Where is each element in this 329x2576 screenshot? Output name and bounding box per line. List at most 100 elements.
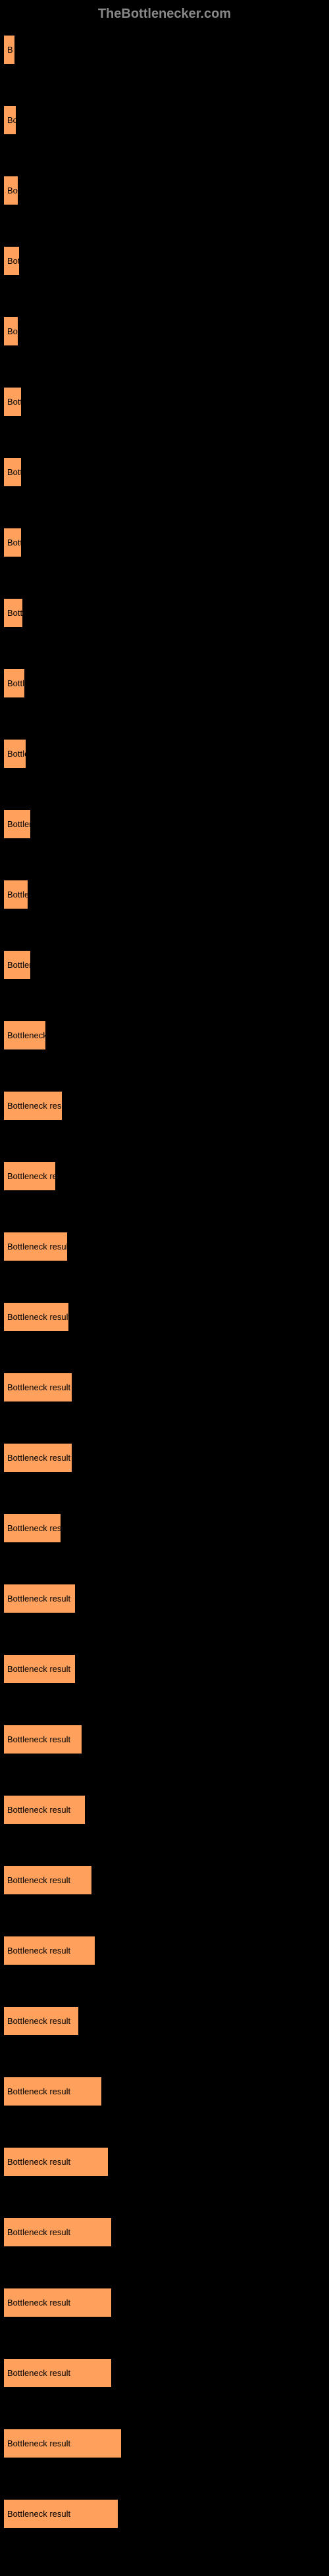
bar-label: Bottleneck result [7, 1382, 70, 1392]
bar-label: Bottleneck result [7, 2227, 70, 2237]
bar-label: Bott [7, 538, 21, 547]
bar-row: Bott [3, 528, 326, 557]
bar-label: Bottler [7, 819, 30, 829]
bar-label: Bottleneck result [7, 1312, 68, 1322]
bar-label: Bottleneck result [7, 2086, 70, 2096]
bar-row: Bo [3, 316, 326, 346]
bar-row: Bottleneck result [3, 1584, 326, 1613]
bar-row: Bottleneck result [3, 2288, 326, 2317]
bar-row: Bottleneck result [3, 1936, 326, 1965]
bottleneck-chart: B Bo Bo Bot Bo Bott Bott Bott Bott Bottl Bottle Bot… [0, 28, 329, 2576]
bar-label: Bottleneck result [7, 2368, 70, 2378]
bottleneck-bar: Bottl [3, 669, 25, 698]
bar-row: Bottleneck result [3, 1654, 326, 1684]
bottleneck-bar: Bottleneck result [3, 1302, 69, 1332]
bar-label: Bo [7, 115, 16, 125]
bottleneck-bar: Bottle [3, 739, 26, 769]
bar-label: Bottleneck result [7, 1453, 70, 1463]
bottleneck-bar: Bottleneck result [3, 2358, 112, 2388]
bar-label: Bottleneck result [7, 1946, 70, 1956]
bottleneck-bar: Bottler [3, 950, 31, 980]
bar-label: Bottleneck result [7, 2438, 70, 2448]
bar-label: Bottleneck result [7, 1734, 70, 1744]
bar-row: Bottleneck result [3, 1865, 326, 1895]
bottleneck-bar: Bott [3, 528, 22, 557]
bar-row: Bottle [3, 880, 326, 909]
bottleneck-bar: Bottleneck result [3, 2147, 109, 2177]
bottleneck-bar: Bottleneck res [3, 1513, 61, 1543]
bar-row: Bott [3, 598, 326, 628]
bar-label: Bottl [7, 678, 24, 688]
bar-row: Bottleneck result [3, 1443, 326, 1473]
bar-label: Bo [7, 186, 18, 195]
bar-label: Bott [7, 608, 22, 618]
bar-row: Bottleneck result [3, 2147, 326, 2177]
bottleneck-bar: Bottleneck result [3, 2499, 118, 2529]
bar-row: Bottleneck result [3, 2217, 326, 2247]
bottleneck-bar: Bottleneck result [3, 2077, 102, 2106]
bottleneck-bar: Bottleneck result [3, 1936, 95, 1965]
bar-row: Bottleneck result [3, 2499, 326, 2529]
bar-label: Bottleneck [7, 1030, 45, 1040]
bar-row: Bottleneck result [3, 2358, 326, 2388]
bar-row: Bottleneck [3, 1021, 326, 1050]
bottleneck-bar: Bottle [3, 880, 28, 909]
bottleneck-bar: Bottleneck result [3, 2288, 112, 2317]
bar-label: Bottleneck result [7, 2509, 70, 2519]
bar-label: Bottleneck result [7, 1242, 67, 1251]
bottleneck-bar: Bottleneck result [3, 1865, 92, 1895]
bar-label: B [7, 45, 13, 55]
bottleneck-bar: Bottleneck result [3, 1443, 72, 1473]
bottleneck-bar: Bottleneck [3, 1021, 46, 1050]
bar-label: Bottleneck result [7, 1875, 70, 1885]
bar-row: Bottler [3, 950, 326, 980]
bar-label: Bottleneck result [7, 2298, 70, 2308]
bottleneck-bar: Bottleneck result [3, 1795, 86, 1825]
bottleneck-bar: Bottleneck re [3, 1161, 56, 1191]
bottleneck-bar: Bot [3, 246, 20, 276]
bar-label: Bott [7, 467, 21, 477]
bottleneck-bar: Bott [3, 457, 22, 487]
bar-label: Bottle [7, 890, 28, 899]
bottleneck-bar: Bott [3, 598, 23, 628]
bar-label: Bot [7, 256, 19, 266]
bar-row: Bottleneck result [3, 1373, 326, 1402]
page-header: TheBottlenecker.com [0, 0, 329, 28]
bottleneck-bar: Bo [3, 105, 16, 135]
bar-row: Bottleneck result [3, 1302, 326, 1332]
bottleneck-bar: Bottleneck result [3, 2006, 79, 2036]
bottleneck-bar: Bottleneck result [3, 1232, 68, 1261]
bar-row: Bott [3, 457, 326, 487]
bar-row: Bottleneck result [3, 2429, 326, 2458]
bar-label: Bottleneck result [7, 1664, 70, 1674]
site-title: TheBottlenecker.com [98, 7, 231, 21]
bar-label: Bottleneck re [7, 1171, 55, 1181]
bar-row: Bottl [3, 669, 326, 698]
bottleneck-bar: Bottleneck result [3, 1654, 76, 1684]
bar-row: Bo [3, 105, 326, 135]
bar-row: Bottleneck re [3, 1161, 326, 1191]
bar-row: Bot [3, 246, 326, 276]
bar-label: Bottleneck resu [7, 1101, 62, 1111]
bar-row: Bottleneck res [3, 1513, 326, 1543]
bottleneck-bar: B [3, 35, 15, 64]
bottleneck-bar: Bott [3, 387, 22, 417]
bar-row: Bott [3, 387, 326, 417]
bottleneck-bar: Bottleneck resu [3, 1091, 63, 1121]
bottleneck-bar: Bottleneck result [3, 2217, 112, 2247]
bar-row: Bottleneck result [3, 2006, 326, 2036]
bar-label: Bottleneck result [7, 1805, 70, 1815]
bar-label: Bottleneck result [7, 1594, 70, 1604]
bottleneck-bar: Bottler [3, 809, 31, 839]
bottleneck-bar: Bottleneck result [3, 1584, 76, 1613]
bar-label: Bottleneck res [7, 1523, 61, 1533]
bar-label: Bottleneck result [7, 2157, 70, 2167]
bar-row: Bottleneck result [3, 1795, 326, 1825]
bar-label: Bott [7, 397, 21, 407]
bottleneck-bar: Bottleneck result [3, 2429, 122, 2458]
bar-label: Bo [7, 326, 18, 336]
bar-row: Bottleneck resu [3, 1091, 326, 1121]
bar-label: Bottleneck result [7, 2016, 70, 2026]
bar-row: B [3, 35, 326, 64]
bottleneck-bar: Bo [3, 316, 18, 346]
